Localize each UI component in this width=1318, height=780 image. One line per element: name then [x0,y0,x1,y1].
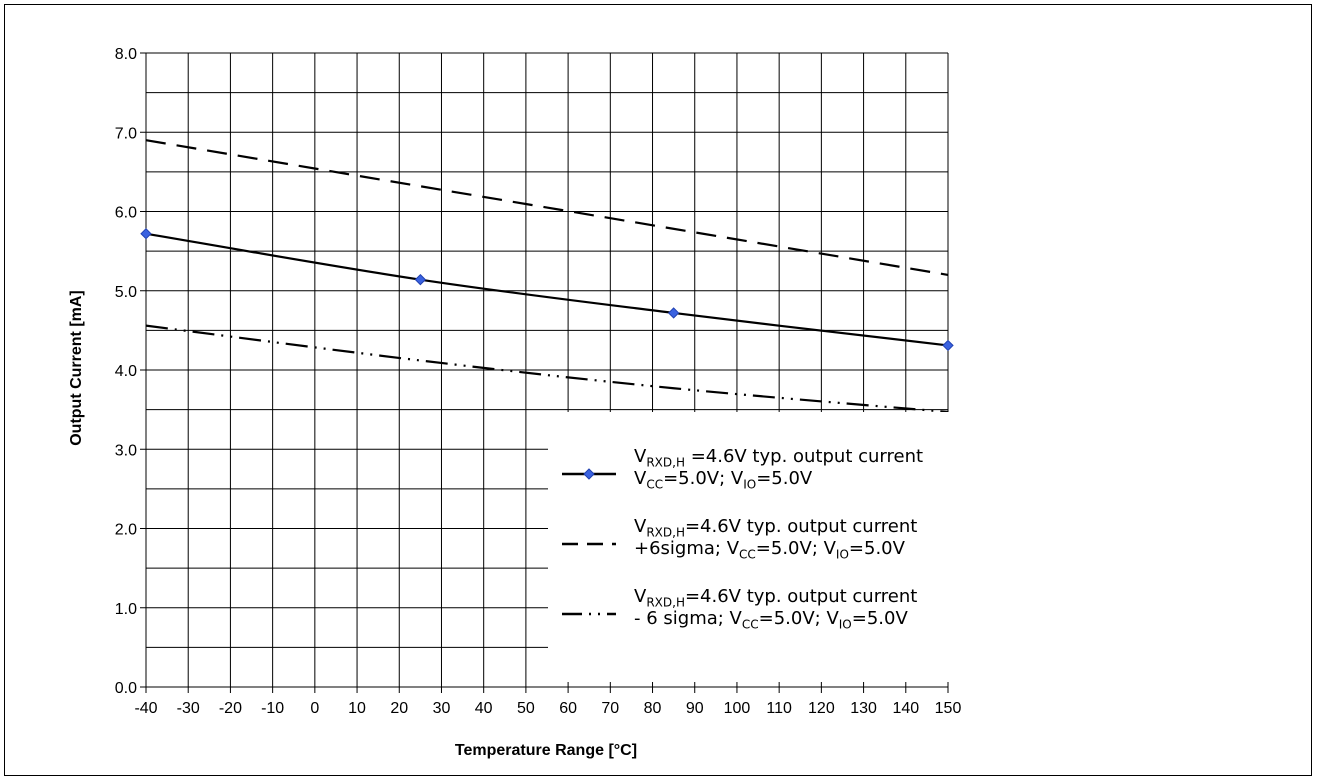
legend-item-typical: VRXD,H =4.6V typ. output current VCC=5.0… [548,446,988,516]
series-marker [942,339,954,352]
legend-text: RXD,H [646,595,685,610]
legend-text: V [634,516,647,537]
legend-text: IO [838,617,852,632]
legend-text: V [634,446,647,467]
legend-swatch-solid [562,468,616,480]
x-tick-label: 110 [766,700,792,717]
series-line-dash-dot-dot [145,324,949,414]
x-tick-label: 100 [724,700,751,717]
x-tick-label: 70 [601,700,619,717]
series-line-dashed [145,139,949,276]
legend-text: =5.0V [756,468,813,489]
x-tick-label: 130 [850,700,877,717]
y-tick-label: 7.0 [115,125,137,142]
series-marker [667,307,680,319]
legend-text: +6sigma; [634,538,727,559]
legend-text: RXD,H [646,455,685,470]
x-tick-label: 90 [686,700,704,717]
legend-swatch-dashed [562,542,616,546]
y-axis-title: Output Current [mA] [68,290,85,446]
x-tick-label: -30 [177,700,200,717]
series-layer [140,139,954,414]
x-tick-label: 140 [892,700,919,717]
legend-text: =4.6V typ. output current [684,586,918,607]
legend-text: V [729,608,742,629]
y-tick-label: 3.0 [115,442,137,459]
legend-item-plus6sigma: VRXD,H=4.6V typ. output current +6sigma;… [548,516,988,586]
legend-text: - 6 sigma; [634,608,730,629]
x-tick-label: 150 [935,700,962,717]
legend-item-minus6sigma: VRXD,H=4.6V typ. output current - 6 sigm… [548,586,988,656]
x-tick-label: -10 [261,700,284,717]
legend-text: =4.6V typ. output current [684,446,924,467]
legend-text: V [726,538,740,559]
legend: VRXD,H =4.6V typ. output current VCC=5.0… [548,412,988,682]
legend-text: =5.0V [851,608,908,629]
x-tick-label: 80 [644,700,662,717]
x-tick-label: 10 [348,700,366,717]
y-tick-label: 6.0 [115,205,137,222]
legend-swatch-dash-dot-dot [562,612,616,616]
x-tick-label: 0 [310,700,319,717]
x-tick-label: 30 [433,700,451,717]
legend-text: =4.6V typ. output current [684,516,918,537]
y-tick-label: 4.0 [115,363,137,380]
x-tick-label: 20 [390,700,408,717]
x-axis-title: Temperature Range [°C] [455,742,637,759]
legend-label-minus6sigma: VRXD,H=4.6V typ. output current - 6 sigm… [634,586,918,632]
x-tick-label: -40 [134,700,157,717]
legend-text: RXD,H [646,525,685,540]
x-tick-label: 50 [517,700,535,717]
series-line-solid [145,232,949,347]
legend-text: =5.0V; V [663,468,744,489]
x-tick-label: -20 [219,700,242,717]
legend-text: =5.0V; V [758,608,839,629]
legend-text: IO [835,547,849,562]
x-tick-label: 60 [559,700,577,717]
legend-text: V [634,468,647,489]
x-tick-label: 40 [475,700,493,717]
legend-text: CC [739,547,756,562]
tick-labels: -40 -30 -20 -10 0 10 20 30 40 50 60 70 80 90 100 110 120… [115,46,962,717]
series-marker [414,273,427,286]
legend-text: CC [741,617,759,632]
legend-text: =5.0V [848,538,905,559]
chart-frame [4,4,1312,776]
x-tick-label: 120 [808,700,835,717]
legend-text: =5.0V; V [755,538,836,559]
y-tick-label: 1.0 [115,601,137,618]
legend-text: V [634,586,647,607]
grid [140,52,949,693]
y-tick-label: 0.0 [115,680,137,697]
y-tick-label: 8.0 [115,46,137,63]
legend-text: CC [646,477,664,492]
y-tick-label: 5.0 [115,284,137,301]
legend-label-typical: VRXD,H =4.6V typ. output current VCC=5.0… [634,446,924,492]
legend-text: IO [743,477,757,492]
series-marker [140,227,152,240]
y-tick-label: 2.0 [115,522,137,539]
legend-label-plus6sigma: VRXD,H=4.6V typ. output current +6sigma;… [634,516,918,562]
